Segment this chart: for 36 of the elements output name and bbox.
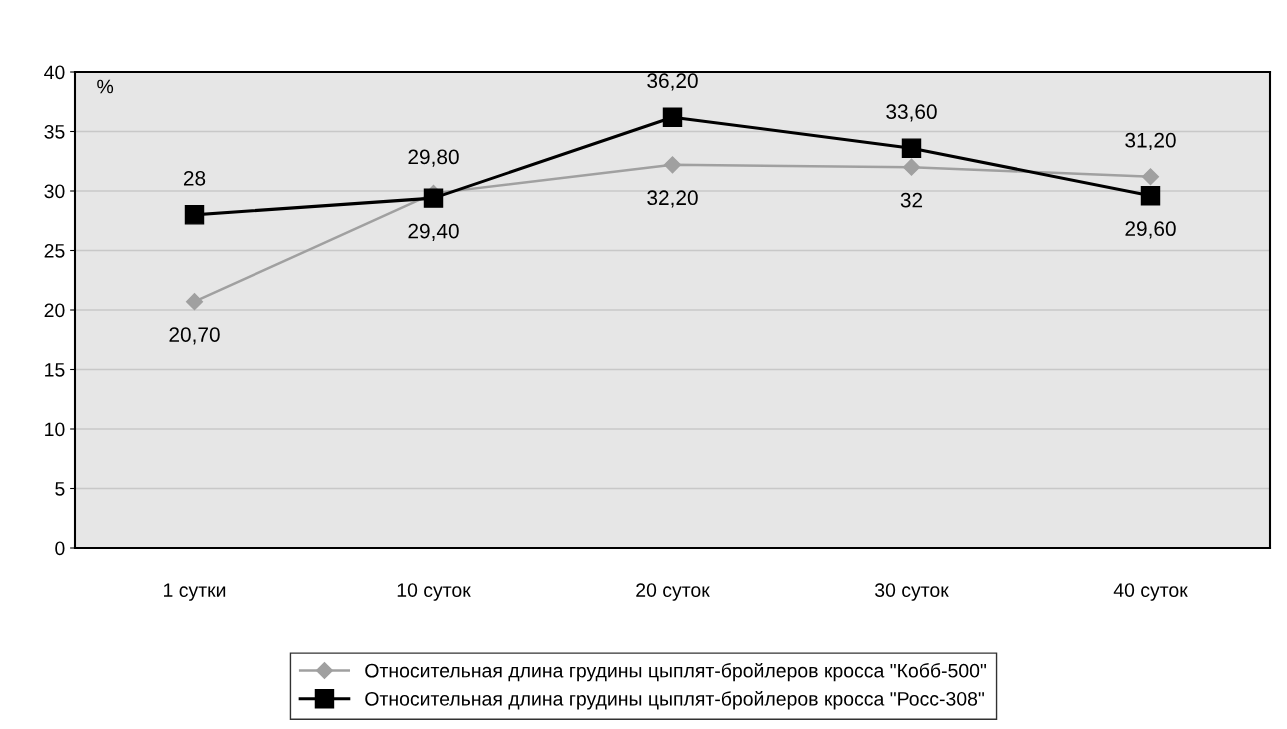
annotation: %	[97, 79, 114, 94]
point	[662, 107, 683, 127]
data-label: 29,80	[408, 149, 459, 167]
x-tick-label: 30 суток	[875, 583, 949, 601]
x-tick-label: 40 суток	[1113, 583, 1188, 601]
data-label: 28	[183, 170, 206, 186]
point	[1141, 168, 1160, 186]
y-tick-label: 40	[44, 65, 65, 80]
y-tick-label: 10	[45, 422, 65, 437]
point	[902, 158, 921, 176]
x-tick-label: 10 суток	[397, 583, 471, 601]
point	[423, 188, 444, 208]
data-label: 32,20	[647, 190, 698, 208]
legend-label: Относительная длина грудины цыплят-бройлеров кросса "Кобб-500"	[365, 662, 987, 682]
data-label: 20,70	[169, 327, 220, 345]
legend-label: Относительная длина грудины цыплят-бройлеров кросса "Росс-308"	[365, 691, 984, 710]
data-label: 36,20	[647, 73, 698, 91]
point	[184, 205, 205, 225]
data-label: 32	[900, 192, 923, 208]
y-tick-label: 20	[44, 303, 65, 318]
point	[185, 293, 204, 311]
data-label: 31,20	[1125, 132, 1176, 151]
y-tick-label: 30	[44, 184, 65, 199]
point	[663, 156, 682, 174]
y-tick-label: 15	[45, 363, 65, 377]
y-tick-label: 35	[44, 124, 65, 139]
data-label: 33,60	[886, 104, 937, 122]
point	[901, 138, 922, 158]
y-tick-label: 25	[44, 243, 65, 258]
y-tick-label: 0	[55, 541, 65, 556]
x-tick-label: 1 сутки	[164, 583, 226, 601]
data-label: 29,40	[408, 223, 459, 241]
point	[1140, 186, 1161, 206]
y-tick-label: 5	[55, 482, 65, 496]
x-tick-label: 20 суток	[636, 583, 710, 601]
data-label: 29,60	[1125, 221, 1176, 239]
